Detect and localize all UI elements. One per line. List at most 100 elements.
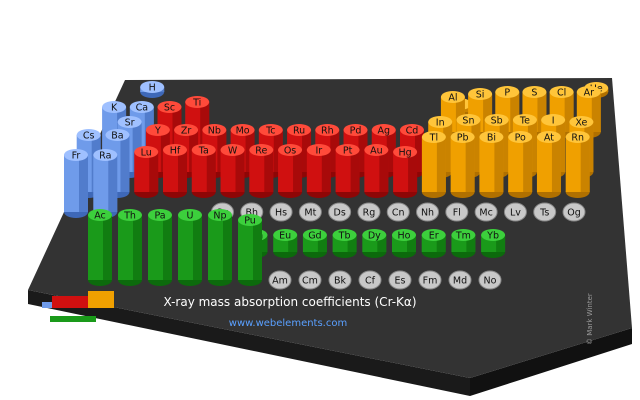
element-symbol: Rg	[363, 208, 376, 219]
element-symbol: Al	[448, 93, 457, 104]
url[interactable]: www.webelements.com	[229, 318, 347, 329]
element-disc	[269, 202, 293, 222]
bar-shade	[499, 120, 509, 172]
legend-icon	[42, 291, 114, 322]
element-symbol: Dy	[368, 231, 381, 242]
bar-shade	[79, 155, 88, 212]
element-disc	[386, 202, 410, 222]
element-symbol: Bk	[334, 276, 347, 287]
slab-front	[28, 290, 470, 396]
element-symbol: Xe	[575, 118, 587, 129]
bar-top	[191, 144, 216, 156]
element-disc	[328, 202, 352, 222]
element-disc	[418, 270, 442, 290]
element-symbol: In	[436, 118, 445, 129]
bar-top	[273, 229, 298, 241]
bar-top	[88, 209, 112, 221]
element-symbol: Cd	[406, 126, 419, 137]
bar-top	[306, 144, 331, 156]
element-symbol: I	[552, 116, 555, 127]
bar-shade	[436, 137, 446, 192]
bar-top	[162, 144, 187, 156]
element-disc	[298, 270, 322, 290]
bar-shade	[407, 235, 416, 252]
element-symbol: Cf	[365, 276, 376, 287]
bar-shade	[494, 137, 504, 192]
bar-shade	[132, 122, 142, 172]
bar-top	[576, 86, 601, 98]
bar-shade	[149, 152, 159, 192]
element-disc	[448, 270, 472, 290]
element-symbol: Ir	[315, 146, 322, 157]
bar-top	[468, 88, 493, 100]
bar-shade	[253, 220, 262, 280]
element-symbol: Pd	[350, 126, 362, 137]
bar-top	[343, 124, 368, 136]
element-symbol: Nh	[421, 208, 434, 219]
element-symbol: Cn	[392, 208, 405, 219]
bar-top	[129, 101, 154, 113]
element-symbol: Ts	[539, 208, 549, 219]
bar-shade	[330, 130, 340, 172]
bar-shade	[551, 137, 561, 192]
bar-top	[428, 116, 453, 128]
element-symbol: Er	[429, 231, 439, 242]
bar-top	[249, 144, 274, 156]
element-symbol: Rh	[321, 126, 334, 137]
bar-top	[522, 86, 547, 98]
legend-s	[42, 302, 56, 308]
element-symbol: Mt	[304, 208, 316, 219]
element-symbol: Si	[476, 90, 485, 101]
element-symbol: Nb	[208, 126, 221, 137]
element-symbol: Fl	[453, 208, 461, 219]
element-symbol: Cs	[83, 131, 95, 142]
element-symbol: Ac	[94, 211, 106, 222]
element-symbol: W	[228, 146, 238, 157]
element-symbol: Bh	[245, 208, 258, 219]
bar-top	[208, 209, 232, 221]
bar-shade	[293, 150, 303, 192]
bar-top	[202, 124, 227, 136]
bar-shade	[206, 150, 216, 192]
element-disc	[562, 202, 586, 222]
element-disc	[503, 202, 527, 222]
bar-top	[64, 149, 88, 161]
element-disc	[358, 270, 382, 290]
bar-top	[148, 209, 172, 221]
bar-top	[541, 114, 566, 126]
bar-top	[238, 214, 262, 226]
element-symbol: Lv	[510, 208, 521, 219]
bar-shade	[235, 150, 245, 192]
element-symbol: Hs	[275, 208, 287, 219]
element-symbol: S	[531, 88, 537, 99]
element-symbol: Ti	[192, 98, 201, 109]
element-symbol: At	[544, 133, 554, 144]
bar-top	[421, 131, 446, 143]
element-symbol: Re	[255, 146, 267, 157]
bar-top	[140, 81, 165, 93]
bar-shade	[537, 92, 547, 132]
element-symbol: Te	[519, 116, 530, 127]
element-disc	[474, 202, 498, 222]
element-symbol: Gd	[308, 231, 321, 242]
bar-shade	[408, 152, 418, 192]
bar-top	[287, 124, 312, 136]
element-disc	[533, 202, 557, 222]
title: X-ray mass absorption coefficients (Cr-K…	[163, 295, 416, 309]
bar-shade	[193, 215, 202, 280]
element-symbol: Og	[567, 208, 581, 219]
bar-shade	[379, 150, 389, 192]
copyright: © Mark Winter	[586, 293, 594, 345]
bar-shade	[264, 150, 274, 192]
element-symbol: Lu	[141, 148, 152, 159]
bar-shade	[564, 92, 574, 132]
bar-top	[451, 229, 476, 241]
bar-top	[399, 124, 424, 136]
element-symbol: P	[504, 88, 510, 99]
element-symbol: H	[149, 83, 156, 94]
bar-top	[145, 124, 170, 136]
element-disc	[298, 202, 322, 222]
element-symbol: Eu	[279, 231, 291, 242]
bar-top	[278, 144, 303, 156]
